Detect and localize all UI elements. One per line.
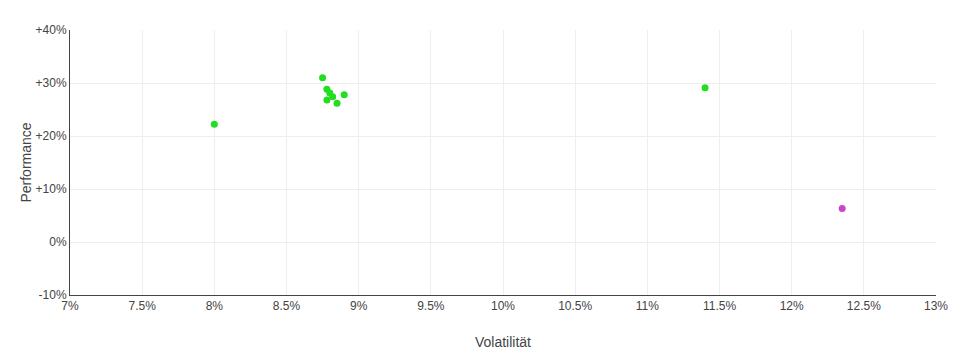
svg-text:Volatilität: Volatilität — [475, 334, 531, 350]
svg-text:-10%: -10% — [39, 288, 67, 302]
svg-text:9.5%: 9.5% — [417, 299, 445, 313]
svg-text:10.5%: 10.5% — [558, 299, 592, 313]
svg-text:+40%: +40% — [36, 23, 67, 37]
svg-text:8.5%: 8.5% — [273, 299, 301, 313]
svg-text:+20%: +20% — [36, 129, 67, 143]
svg-text:10%: 10% — [491, 299, 515, 313]
svg-text:11.5%: 11.5% — [703, 299, 736, 313]
svg-text:9%: 9% — [350, 299, 368, 313]
svg-text:12%: 12% — [780, 299, 804, 313]
svg-text:13%: 13% — [924, 299, 948, 313]
svg-text:7.5%: 7.5% — [128, 299, 156, 313]
svg-text:Performance: Performance — [18, 122, 34, 202]
svg-text:+30%: +30% — [36, 76, 67, 90]
svg-text:8%: 8% — [206, 299, 224, 313]
svg-text:11%: 11% — [636, 299, 659, 313]
svg-text:7%: 7% — [61, 299, 79, 313]
svg-text:+10%: +10% — [36, 182, 67, 196]
svg-text:0%: 0% — [49, 235, 67, 249]
svg-text:12.5%: 12.5% — [847, 299, 881, 313]
